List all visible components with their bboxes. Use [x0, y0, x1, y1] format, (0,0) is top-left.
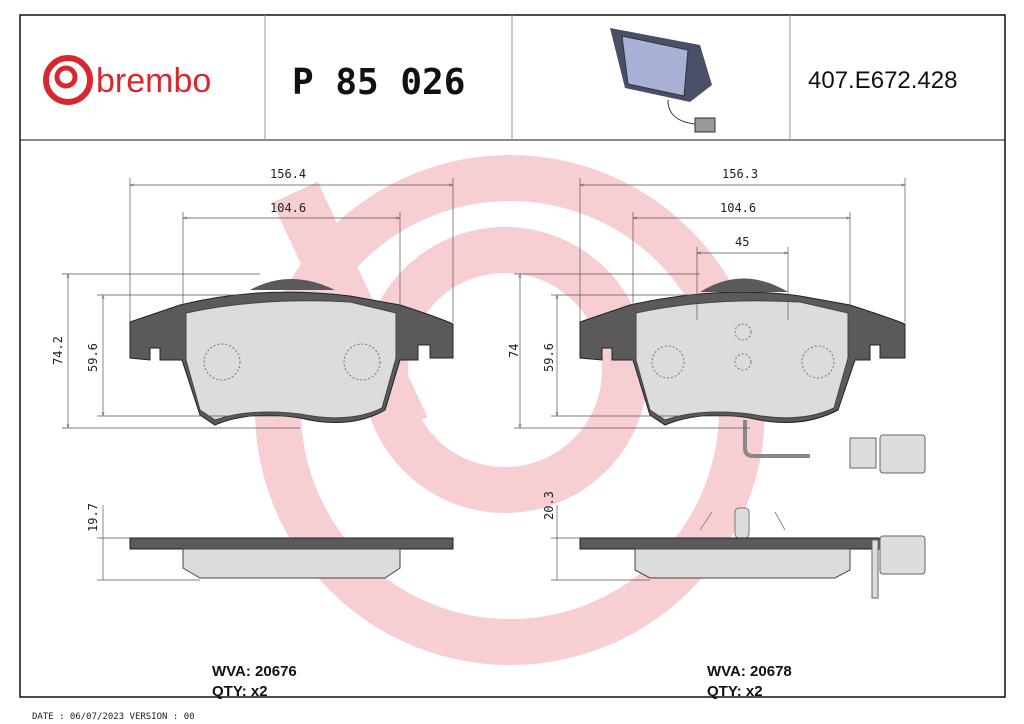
left-wva-label: WVA: 20676: [212, 663, 297, 680]
right-qty-label: QTY: x2: [707, 683, 763, 700]
dim-height-friction: 59.6: [542, 343, 556, 372]
right-pad-side-view: 20.3: [542, 491, 926, 599]
date-version: DATE : 06/07/2023 VERSION : 00: [32, 712, 195, 722]
left-pad-dimensions: 156.4 104.6 74.2 59.6: [51, 167, 454, 429]
dim-width-overall: 156.3: [722, 167, 758, 181]
right-wva-label: WVA: 20678: [707, 663, 792, 680]
right-pad-dimensions: 156.3 104.6 45 74 59.6: [507, 167, 906, 429]
pad-thumbnail: [610, 28, 716, 133]
dim-height-friction: 59.6: [86, 343, 100, 372]
left-pad-side-view: 19.7: [86, 503, 454, 581]
dim-thickness: 20.3: [542, 491, 556, 520]
part-number: P 85 026: [292, 62, 465, 103]
dim-sensor-spacing: 45: [735, 235, 749, 249]
right-pad-front-view: [579, 278, 926, 474]
brand-name: brembo: [96, 62, 211, 100]
left-pad-front-view: [129, 279, 454, 426]
dim-height-overall: 74: [507, 344, 521, 358]
reference-number: 407.E672.428: [808, 67, 957, 94]
dim-height-overall: 74.2: [51, 336, 65, 365]
dim-width-friction: 104.6: [270, 201, 306, 215]
dim-thickness: 19.7: [86, 503, 100, 532]
brembo-logo: brembo: [43, 55, 211, 105]
dim-width-overall: 156.4: [270, 167, 306, 181]
dim-width-friction: 104.6: [720, 201, 756, 215]
left-qty-label: QTY: x2: [212, 683, 268, 700]
